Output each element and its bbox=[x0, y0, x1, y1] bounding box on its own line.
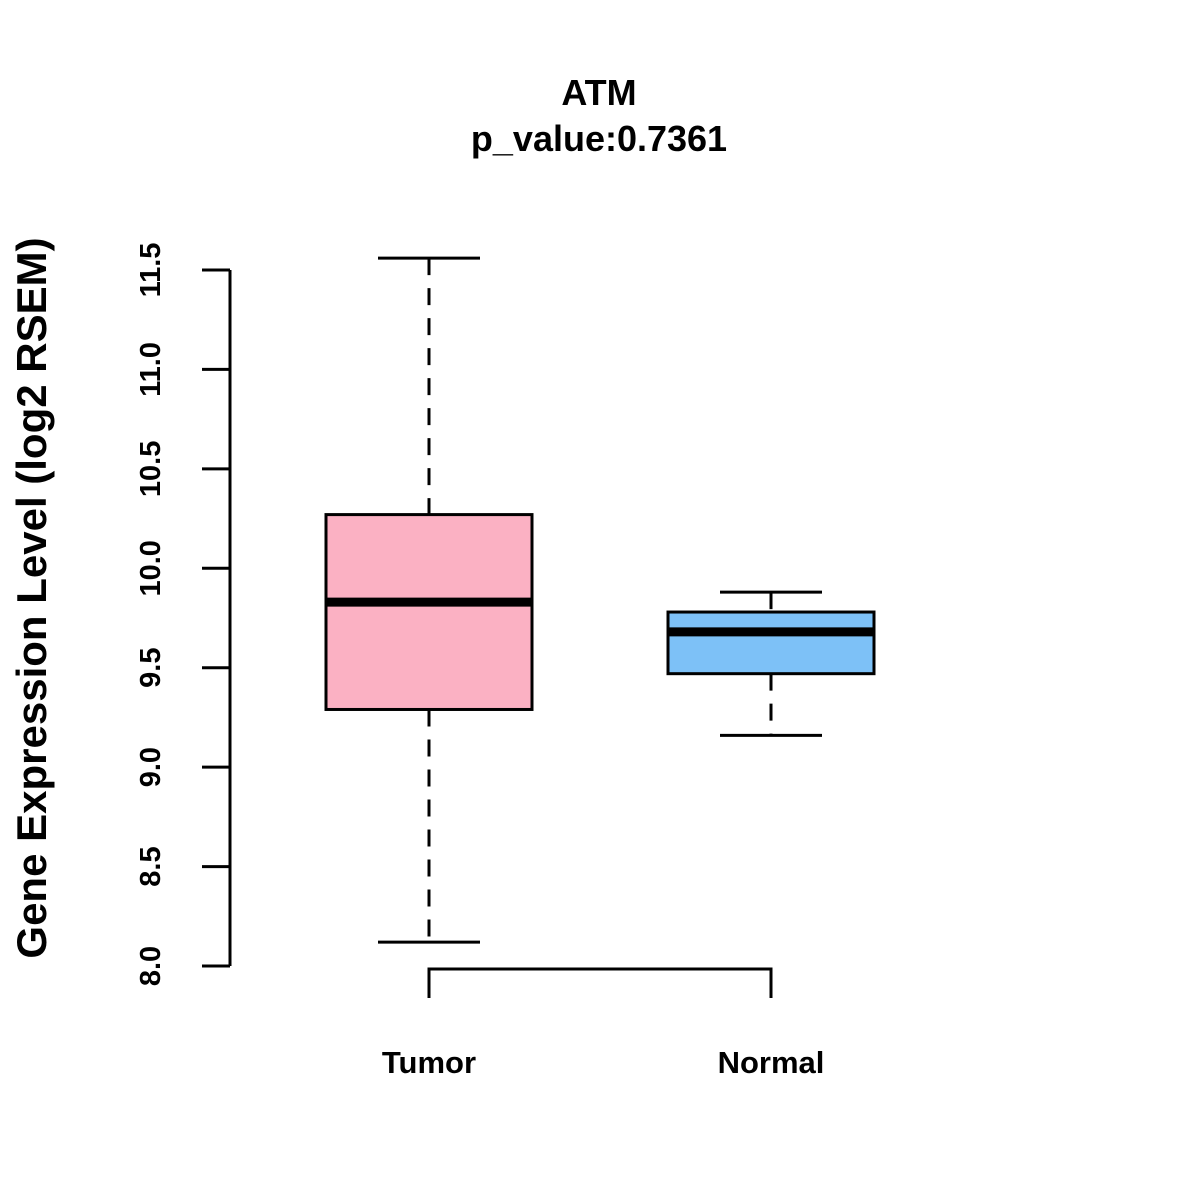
y-tick-label: 10.0 bbox=[135, 540, 167, 596]
chart-subtitle: p_value:0.7361 bbox=[471, 118, 727, 159]
boxes bbox=[324, 256, 876, 944]
bracket-line bbox=[427, 967, 773, 998]
x-tick-label-normal: Normal bbox=[718, 1045, 825, 1080]
box-normal bbox=[666, 590, 876, 737]
x-axis-labels: Tumor Normal bbox=[382, 1045, 824, 1080]
comparison-bracket bbox=[427, 967, 773, 998]
y-tick-label: 8.5 bbox=[135, 846, 167, 886]
y-axis-label: Gene Expression Level (log2 RSEM) bbox=[8, 237, 55, 958]
chart-title: ATM bbox=[561, 72, 636, 113]
y-tick-label: 11.0 bbox=[135, 342, 167, 397]
box-tumor bbox=[324, 256, 534, 944]
y-axis: 8.0 8.5 9.0 9.5 10.0 10.5 11.0 11.5 bbox=[135, 243, 232, 986]
y-tick-label: 9.5 bbox=[135, 648, 167, 688]
x-tick-label-tumor: Tumor bbox=[382, 1045, 476, 1080]
iqr-box bbox=[324, 513, 534, 711]
y-tick-label: 10.5 bbox=[135, 441, 167, 497]
y-tick-label: 8.0 bbox=[135, 946, 167, 986]
y-tick-label: 11.5 bbox=[135, 243, 167, 298]
iqr-box bbox=[666, 610, 876, 676]
y-tick-label: 9.0 bbox=[135, 747, 167, 787]
